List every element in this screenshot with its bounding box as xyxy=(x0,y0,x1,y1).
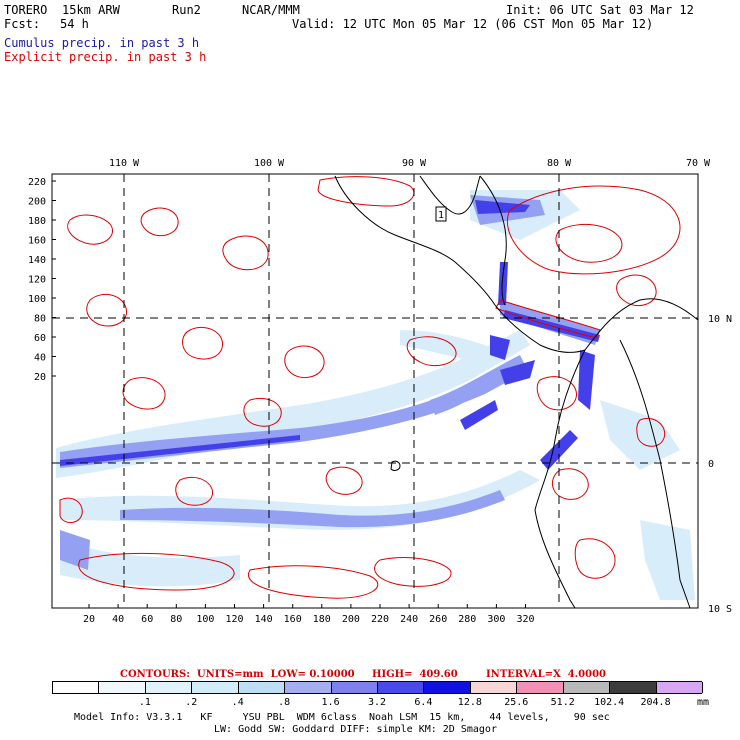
bottom-x-tick-label: 220 xyxy=(371,614,389,625)
colorbar-label: .2 xyxy=(185,697,198,708)
grid-lines xyxy=(52,174,698,608)
colorbar-cell xyxy=(285,682,332,693)
top-lon-label: 100 W xyxy=(254,158,285,169)
colorbar-cell xyxy=(331,682,378,693)
left-y-tick-label: 180 xyxy=(28,216,46,227)
colorbar-label: 12.8 xyxy=(457,697,482,708)
left-y-tick-label: 120 xyxy=(28,275,46,286)
left-y-tick-label: 100 xyxy=(28,294,46,305)
top-lon-label: 70 W xyxy=(686,158,711,169)
bottom-x-tick-label: 280 xyxy=(458,614,476,625)
colorbar-label: .4 xyxy=(231,697,244,708)
colorbar-cell xyxy=(99,682,146,693)
coastlines xyxy=(334,175,699,609)
city-marker: 1 xyxy=(435,206,447,222)
colorbar-label: 51.2 xyxy=(550,697,575,708)
colorbar-unit: mm xyxy=(697,697,710,708)
legend-cumulus: Cumulus precip. in past 3 h xyxy=(4,36,200,50)
colorbar-label: 25.6 xyxy=(504,697,529,708)
colorbar-cell xyxy=(563,682,611,693)
colorbar-label: .8 xyxy=(278,697,291,708)
contours-interval: INTERVAL=X 4.0000 xyxy=(486,669,606,680)
header-model: TORERO xyxy=(4,3,48,17)
left-y-tick-label: 160 xyxy=(28,236,46,247)
footer-model-info: Model Info: V3.3.1 KF YSU PBL WDM 6class… xyxy=(74,712,610,723)
footer-physics-info: LW: Godd SW: Goddard DIFF: simple KM: 2D… xyxy=(214,724,497,735)
colorbar-label: 1.6 xyxy=(321,697,340,708)
contours-high: HIGH= 409.60 xyxy=(372,669,458,680)
top-lon-label: 80 W xyxy=(547,158,572,169)
top-lon-label: 110 W xyxy=(109,158,140,169)
colorbar-cell xyxy=(656,682,703,693)
left-y-tick-label: 140 xyxy=(28,255,46,266)
colorbar-cell xyxy=(238,682,286,693)
colorbar-cell xyxy=(517,682,564,693)
explicit-precip-contours xyxy=(59,176,681,599)
bottom-x-tick-label: 300 xyxy=(487,614,505,625)
bottom-x-tick-label: 200 xyxy=(342,614,360,625)
header-valid: Valid: 12 UTC Mon 05 Mar 12 (06 CST Mon … xyxy=(292,17,654,31)
bottom-x-tick-label: 40 xyxy=(112,614,124,625)
colorbar-cell xyxy=(378,682,425,693)
left-y-tick-label: 40 xyxy=(34,353,46,364)
colorbar-cell xyxy=(424,682,471,693)
colorbar-cell xyxy=(610,682,657,693)
bottom-x-tick-label: 120 xyxy=(225,614,243,625)
right-lat-label: 10 N xyxy=(708,314,732,325)
marker-label: 1 xyxy=(438,210,444,221)
bottom-x-tick-label: 140 xyxy=(255,614,273,625)
axis-layer: 110 W 100 W 90 W 80 W 70 W220200180160140120… xyxy=(28,158,732,625)
bottom-x-tick-label: 60 xyxy=(141,614,153,625)
header-resolution: 15km ARW xyxy=(62,3,120,17)
colorbar-label: 3.2 xyxy=(367,697,387,708)
left-y-tick-label: 20 xyxy=(34,372,46,383)
left-y-tick-label: 60 xyxy=(34,333,46,344)
contours-label: CONTOURS: UNITS=mm LOW= 0.10000 xyxy=(120,669,355,680)
colorbar-label: .1 xyxy=(138,697,151,708)
right-lat-label: 10 S xyxy=(708,604,732,615)
colorbar-cell xyxy=(192,682,239,693)
header-fcst-label: Fcst: xyxy=(4,17,41,31)
bottom-x-tick-label: 80 xyxy=(170,614,182,625)
map-border xyxy=(51,173,699,609)
colorbar-label: 204.8 xyxy=(640,697,671,708)
cumulus-precip-shading xyxy=(56,190,695,600)
header-fcst-value: 54 h xyxy=(60,17,89,31)
header-run: Run2 xyxy=(172,3,201,17)
bottom-x-tick-label: 320 xyxy=(516,614,534,625)
bottom-x-tick-label: 160 xyxy=(284,614,302,625)
bottom-x-tick-label: 260 xyxy=(429,614,447,625)
left-y-tick-label: 220 xyxy=(28,177,46,188)
colorbar-cell xyxy=(53,682,100,693)
bottom-x-tick-label: 100 xyxy=(196,614,214,625)
legend-explicit: Explicit precip. in past 3 h xyxy=(4,50,207,64)
left-y-tick-label: 200 xyxy=(28,197,46,208)
bottom-x-tick-label: 180 xyxy=(313,614,331,625)
top-lon-label: 90 W xyxy=(402,158,427,169)
colorbar-cell xyxy=(470,682,518,693)
colorbar-label: 6.4 xyxy=(414,697,433,708)
right-lat-label: 0 xyxy=(708,459,714,470)
bottom-x-tick-label: 240 xyxy=(400,614,418,625)
bottom-x-tick-label: 20 xyxy=(83,614,95,625)
colorbar-label: 102.4 xyxy=(594,697,625,708)
header-init: Init: 06 UTC Sat 03 Mar 12 xyxy=(506,3,694,17)
colorbar xyxy=(52,681,703,694)
colorbar-cell xyxy=(145,682,193,693)
header-org: NCAR/MMM xyxy=(242,3,300,17)
left-y-tick-label: 80 xyxy=(34,314,46,325)
